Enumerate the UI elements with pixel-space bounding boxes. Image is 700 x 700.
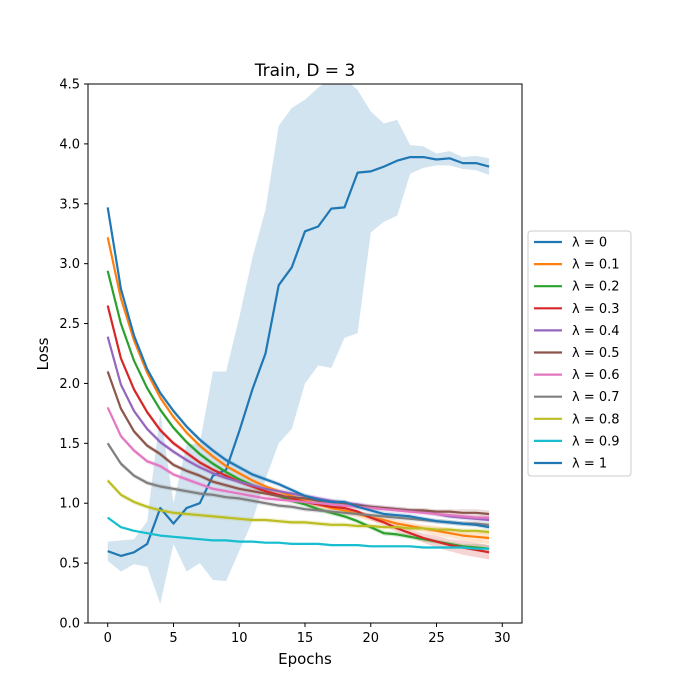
y-tick-label: 2.5: [59, 317, 80, 332]
line-series-0: [107, 156, 490, 558]
y-axis-label: Loss: [34, 337, 52, 370]
legend-label-0: λ = 0: [572, 236, 607, 251]
line-series-6: [106, 406, 490, 519]
band-series-0: [107, 84, 490, 604]
legend-label-10: λ = 1: [572, 457, 607, 472]
x-axis-label: Epochs: [278, 650, 332, 668]
x-tick-label: 25: [428, 631, 445, 646]
x-tick-label: 0: [104, 631, 112, 646]
band-series-7: [107, 440, 490, 528]
y-axis-ticks: 0.0 0.5 1.0 1.5 2.0 2.5 3.0 3.5 4.0 4.5: [59, 78, 88, 632]
legend-label-9: λ = 0.9: [572, 434, 620, 449]
x-tick-label: 20: [362, 631, 379, 646]
line-series-5: [106, 371, 490, 516]
y-tick-label: 3.5: [59, 197, 80, 212]
x-tick-label: 15: [297, 631, 314, 646]
line-series-3: [106, 305, 490, 554]
x-tick-label: 10: [231, 631, 248, 646]
line-series-8: [106, 479, 490, 534]
legend-label-6: λ = 0.6: [572, 368, 620, 383]
legend-frame: [527, 230, 632, 477]
x-tick-label: 5: [169, 631, 177, 646]
y-tick-label: 4.5: [59, 78, 80, 93]
legend: λ = 0 λ = 0.1 λ = 0.2 λ = 0.3 λ = 0.4 λ = 0.5…: [527, 230, 632, 477]
legend-label-2: λ = 0.2: [572, 280, 620, 295]
legend-label-8: λ = 0.8: [572, 412, 620, 427]
y-tick-label: 0.5: [59, 557, 80, 572]
legend-label-1: λ = 0.1: [572, 258, 620, 273]
x-tick-label: 30: [494, 631, 511, 646]
y-tick-label: 1.0: [59, 497, 80, 512]
chart-title: Train, D = 3: [254, 61, 356, 81]
series-lines: [106, 156, 490, 558]
line-series-10: [106, 207, 490, 529]
legend-label-4: λ = 0.4: [572, 324, 620, 339]
legend-label-5: λ = 0.5: [572, 346, 620, 361]
y-tick-label: 1.5: [59, 437, 80, 452]
y-tick-label: 2.0: [59, 377, 80, 392]
y-tick-label: 4.0: [59, 137, 80, 152]
legend-label-3: λ = 0.3: [572, 302, 620, 317]
x-axis-ticks: 0 5 10 15 20 25 30: [104, 623, 511, 646]
y-tick-label: 0.0: [59, 617, 80, 632]
y-tick-label: 3.0: [59, 257, 80, 272]
legend-label-7: λ = 0.7: [572, 390, 620, 405]
line-series-9: [107, 516, 490, 550]
